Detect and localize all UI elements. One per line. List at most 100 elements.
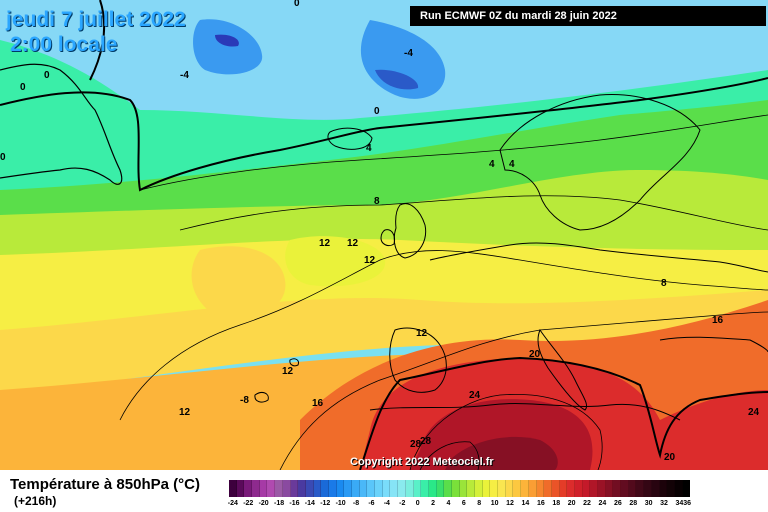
color-scale-tick-label: -18 xyxy=(273,500,285,507)
color-swatch xyxy=(459,480,468,497)
canary-islands xyxy=(254,358,299,403)
color-scale-tick-label: -16 xyxy=(289,500,300,507)
contour-label: 28 xyxy=(420,436,432,447)
color-scale-tick-label: 28 xyxy=(629,500,638,507)
temperature-legend: Température à 850hPa (°C) (+216h) -24 -22… xyxy=(0,470,768,512)
isotherm-16 xyxy=(279,311,768,470)
color-swatch xyxy=(651,480,660,497)
color-swatch xyxy=(505,480,514,497)
color-swatch xyxy=(398,480,406,497)
color-scale-tick-label: 26 xyxy=(613,500,622,507)
color-scale-tick-label: 30 xyxy=(644,500,653,507)
isotherm-28 xyxy=(419,441,480,470)
contour-label: 4 xyxy=(509,159,515,170)
color-swatch xyxy=(244,480,253,497)
isotherm-0-north xyxy=(89,0,106,81)
color-swatch xyxy=(674,480,683,497)
color-scale-tick-label: 10 xyxy=(490,500,499,507)
color-swatch xyxy=(267,480,276,497)
contour-label: 24 xyxy=(748,407,760,418)
color-swatch xyxy=(328,480,337,497)
color-scale-tick-label: 16 xyxy=(536,500,545,507)
color-swatch xyxy=(259,480,268,497)
band-yellow-green xyxy=(0,170,768,265)
color-swatch xyxy=(367,480,376,497)
color-scale-tick-label: 20 xyxy=(567,500,576,507)
contour-label: 4 xyxy=(489,159,495,170)
color-swatch xyxy=(336,480,345,497)
color-swatch xyxy=(667,480,675,497)
color-swatch xyxy=(451,480,460,497)
color-swatch xyxy=(436,480,445,497)
color-swatch xyxy=(405,480,414,497)
continental-europe-outline xyxy=(429,242,768,273)
contour-label: 12 xyxy=(364,255,376,266)
copyright-notice: Copyright 2022 Meteociel.fr xyxy=(350,456,494,468)
isotherm-0 xyxy=(0,77,768,192)
color-swatch xyxy=(598,480,606,497)
color-swatch xyxy=(582,480,591,497)
color-swatch xyxy=(559,480,568,497)
contour-label: 12 xyxy=(416,328,428,339)
italy-outline xyxy=(537,328,588,411)
color-swatch xyxy=(344,480,352,497)
contour-label: 24 xyxy=(469,390,481,401)
contour-label: 0 xyxy=(20,82,26,93)
isotherm-20 xyxy=(359,356,768,470)
contour-label: 12 xyxy=(282,366,294,377)
color-swatch xyxy=(536,480,545,497)
color-swatch xyxy=(636,480,645,497)
color-swatch xyxy=(444,480,452,497)
color-scale-tick-label: 6 xyxy=(461,500,466,507)
color-scale-tick-label: 14 xyxy=(521,500,530,507)
color-swatch xyxy=(659,480,668,497)
color-swatch xyxy=(305,480,314,497)
uk-outline xyxy=(393,203,427,259)
contour-label: 0 xyxy=(0,152,6,163)
color-scale-tick-label: -14 xyxy=(304,500,315,507)
color-swatch xyxy=(413,480,422,497)
color-swatch xyxy=(521,480,529,497)
color-scale-tick-label: 32 xyxy=(660,500,668,507)
color-swatch xyxy=(467,480,475,497)
iberia-outline xyxy=(389,327,447,393)
color-swatch xyxy=(290,480,299,497)
band-cold-blue xyxy=(193,19,263,75)
contour-label: 20 xyxy=(529,349,541,360)
isotherm-8 xyxy=(179,195,768,231)
color-scale-tick-label: -24 xyxy=(227,500,238,507)
color-scale-tick-label: 0 xyxy=(415,500,420,507)
color-swatch xyxy=(252,480,260,497)
color-scale-tick-label: 36 xyxy=(683,500,692,507)
color-swatch xyxy=(321,480,329,497)
color-scale-tick-label: -22 xyxy=(243,500,254,507)
color-swatch xyxy=(298,480,306,497)
color-swatch xyxy=(590,480,598,497)
color-swatch xyxy=(352,480,360,497)
color-scale-bar xyxy=(229,480,691,497)
run-info-banner: Run ECMWF 0Z du mardi 28 juin 2022 xyxy=(410,6,766,26)
contour-label: 0 xyxy=(44,70,50,81)
temperature-map: 0 0 0 0 -4 -4 0 4 4 4 8 12 12 12 12 12 1… xyxy=(0,0,768,470)
contour-label: 8 xyxy=(661,278,667,289)
color-swatch xyxy=(382,480,391,497)
color-scale-tick-label: 8 xyxy=(477,500,482,507)
color-swatch xyxy=(513,480,522,497)
legend-title: Température à 850hPa (°C) xyxy=(10,476,200,493)
contour-label: 28 xyxy=(410,439,422,450)
color-swatch xyxy=(644,480,652,497)
color-scale-tick-label: 18 xyxy=(552,500,561,507)
forecast-time-title: 2:00 locale xyxy=(10,33,118,56)
contour-label: 12 xyxy=(347,238,359,249)
turkey-outline xyxy=(659,336,768,353)
color-scale-tick-label: -20 xyxy=(258,500,269,507)
color-swatch xyxy=(621,480,629,497)
contour-label: 4 xyxy=(366,143,372,154)
band-deep-cold xyxy=(375,69,419,90)
contour-label: 8 xyxy=(374,196,380,207)
color-swatch xyxy=(359,480,368,497)
contour-label: 16 xyxy=(712,315,724,326)
color-scale-tick-label: 24 xyxy=(598,500,607,507)
contour-label: 16 xyxy=(312,398,324,409)
color-swatch xyxy=(421,480,429,497)
